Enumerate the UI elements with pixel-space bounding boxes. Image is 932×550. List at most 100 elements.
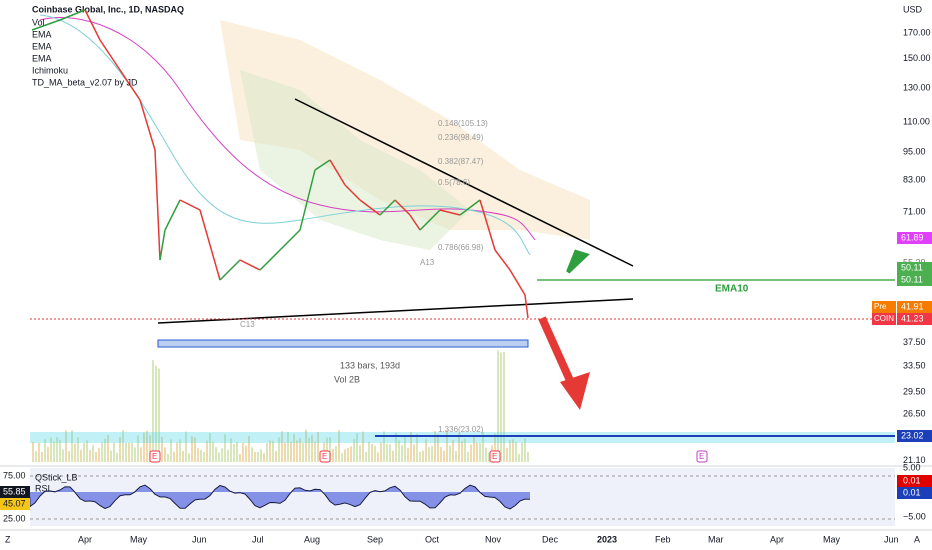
- range-measure: [157, 339, 529, 348]
- volume-bar: [140, 447, 142, 462]
- volume-bar: [509, 439, 511, 462]
- fib-label: 0.5(78.6): [438, 178, 470, 187]
- oscillator-name: RSI: [35, 483, 50, 493]
- time-tick-label: Nov: [485, 534, 502, 544]
- volume-bar: [494, 433, 496, 462]
- volume-bar: [218, 452, 220, 462]
- price-tag: [897, 262, 932, 274]
- volume-bar: [416, 433, 418, 462]
- volume-bar: [176, 442, 178, 462]
- price-segment: [479, 199, 496, 251]
- volume-label: Vol 2B: [334, 374, 360, 384]
- volume-bar: [149, 435, 151, 462]
- volume-bar: [446, 429, 448, 462]
- volume-bar: [329, 437, 331, 462]
- volume-bar: [392, 450, 394, 462]
- price-segment: [524, 294, 529, 319]
- volume-bar: [458, 433, 460, 462]
- volume-bar: [404, 435, 406, 462]
- volume-bar: [470, 444, 472, 462]
- volume-bar: [212, 441, 214, 462]
- volume-bar: [272, 440, 274, 462]
- volume-bar: [476, 442, 478, 462]
- volume-bar: [515, 441, 517, 462]
- time-tick-label: Z: [5, 534, 11, 544]
- volume-bar: [110, 450, 112, 462]
- price-segment: [279, 229, 301, 251]
- volume-bar: [344, 449, 346, 462]
- fib-label: 0.786(66.98): [438, 243, 484, 252]
- time-tick-label: Apr: [78, 534, 92, 544]
- time-tick-label: Jun: [884, 534, 899, 544]
- volume-bar: [125, 443, 127, 462]
- time-tick-label: 2023: [597, 534, 617, 544]
- price-tick-label: 21.10: [903, 455, 926, 465]
- time-tick-label: A: [914, 534, 920, 544]
- volume-bar: [242, 442, 244, 462]
- volume-bar: [161, 436, 163, 462]
- volume-bar: [434, 430, 436, 462]
- oscillator-name: QStick_LB: [35, 472, 78, 482]
- price-segment: [459, 199, 481, 216]
- volume-bar: [92, 445, 94, 462]
- price-segment: [494, 249, 511, 271]
- price-tag: [897, 232, 932, 244]
- volume-bar: [194, 437, 196, 462]
- price-tick-label: 71.00: [903, 206, 926, 216]
- price-segment: [439, 209, 461, 216]
- volume-bar: [257, 451, 259, 462]
- price-segment: [99, 39, 121, 71]
- osc-right-tag: [897, 475, 932, 487]
- volume-bar: [104, 438, 106, 462]
- volume-bar: [440, 447, 442, 462]
- indicator-name: Ichimoku: [32, 65, 68, 75]
- volume-bar: [317, 431, 319, 462]
- volume-bar: [224, 434, 226, 462]
- price-tag-text: 23.02: [901, 430, 924, 440]
- osc-right-label: −5.00: [903, 511, 926, 521]
- volume-bar: [479, 442, 481, 462]
- price-tag-text: 41.23: [901, 313, 924, 323]
- volume-bar: [86, 440, 88, 462]
- price-tag-prefix-text: COIN: [874, 314, 894, 323]
- volume-bar: [143, 432, 145, 462]
- price-tick-label: 26.50: [903, 408, 926, 418]
- volume-bar: [368, 441, 370, 462]
- price-tag-text: 50.11: [901, 274, 923, 284]
- volume-bar: [35, 451, 37, 462]
- volume-bar: [53, 441, 55, 462]
- volume-bar: [59, 439, 61, 462]
- volume-bar: [251, 447, 253, 462]
- volume-bar: [464, 438, 466, 462]
- volume-bar: [221, 448, 223, 462]
- volume-bar: [113, 442, 115, 462]
- earnings-marker: [696, 450, 708, 463]
- volume-bar: [74, 443, 76, 462]
- price-tag-text: 61.89: [901, 232, 924, 242]
- price-segment: [159, 229, 166, 261]
- ema-line: [39, 17, 536, 241]
- price-tick-label: 110.00: [903, 117, 930, 127]
- earnings-label: E: [322, 452, 327, 461]
- volume-bar: [116, 452, 118, 462]
- volume-bar: [107, 435, 109, 462]
- volume-bar: [119, 436, 121, 462]
- volume-bar: [356, 433, 358, 462]
- volume-bar: [275, 450, 277, 462]
- volume-bar: [482, 431, 484, 462]
- price-segment: [119, 69, 141, 101]
- qstick-area: [30, 485, 530, 509]
- price-tag-prefix-text: Pre: [874, 302, 887, 311]
- fib-label: 0.148(105.13): [438, 119, 488, 128]
- volume-bar: [302, 442, 304, 462]
- volume-bar: [83, 442, 85, 462]
- volume-bar: [137, 435, 139, 462]
- down-arrow-head: [560, 372, 590, 410]
- earnings-marker: [489, 450, 501, 463]
- volume-bar: [461, 440, 463, 462]
- earnings-marker: [319, 450, 331, 463]
- volume-bar: [347, 448, 349, 462]
- volume-bar: [281, 431, 283, 462]
